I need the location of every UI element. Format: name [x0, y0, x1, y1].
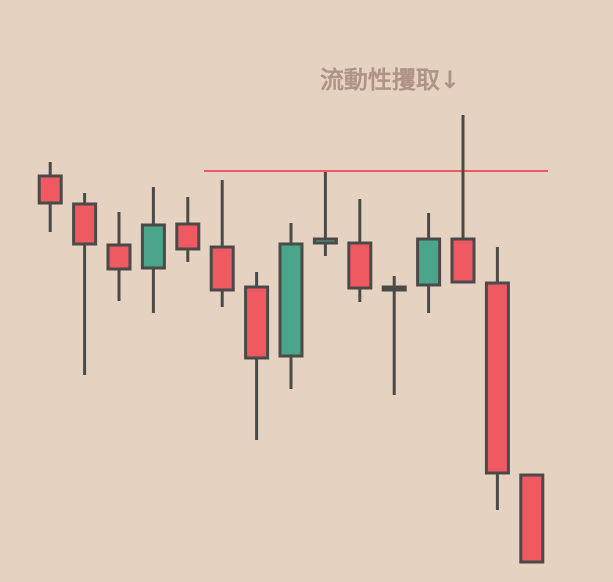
candle-body: [312, 237, 338, 245]
candle-body: [416, 237, 442, 287]
candle-body: [37, 174, 63, 205]
candle-body: [72, 202, 98, 246]
candle-body: [484, 281, 510, 475]
candle-body: [140, 223, 166, 270]
candle-body: [175, 222, 201, 251]
candle-body: [244, 285, 270, 360]
candle-body: [278, 242, 304, 358]
candle-body: [519, 473, 545, 564]
candle-body: [381, 285, 407, 292]
candle-body: [347, 241, 373, 290]
candle-body: [209, 245, 235, 292]
annotation: 流動性攫取↓: [320, 66, 460, 94]
candle-body: [450, 237, 476, 284]
candle-body: [106, 243, 132, 271]
